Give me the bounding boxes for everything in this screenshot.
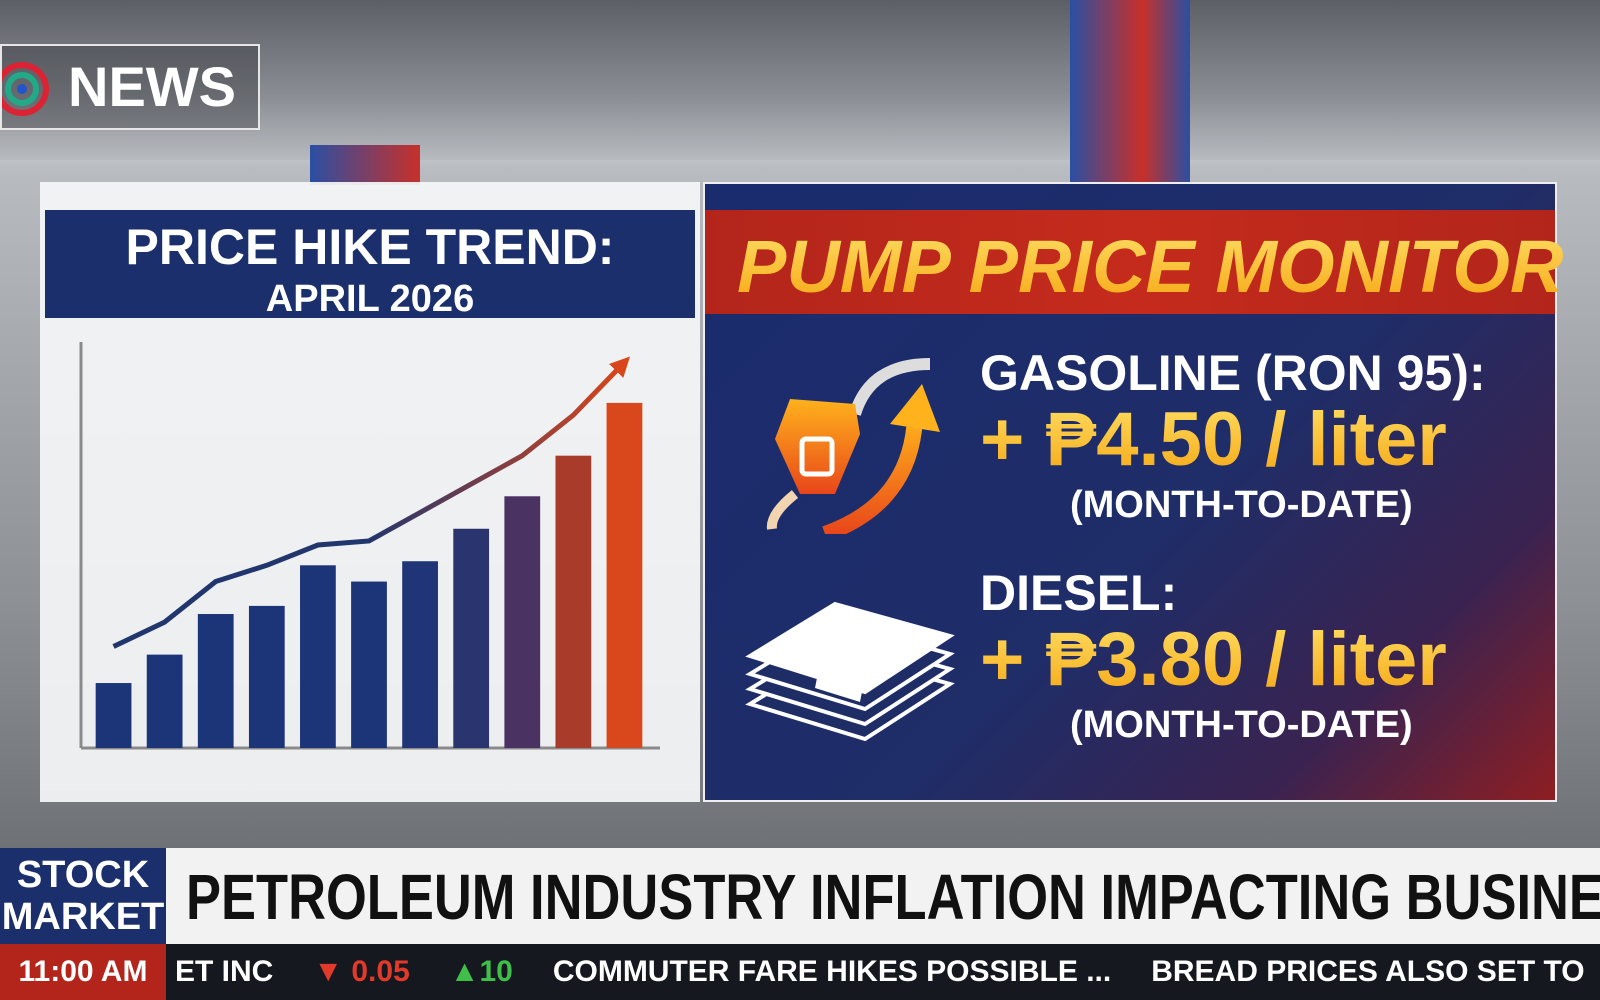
ticker-item: ET INC	[175, 955, 274, 988]
price-change: + ₱3.80 / liter	[980, 617, 1447, 702]
monitor-title: PUMP PRICE MONITOR	[737, 225, 1564, 308]
trend-panel: PRICE HIKE TREND: APRIL 2026	[40, 182, 700, 802]
bar	[248, 605, 285, 748]
bar	[402, 561, 438, 748]
price-change: + ₱4.50 / liter	[980, 397, 1447, 482]
bar	[146, 654, 183, 748]
pillar	[1070, 0, 1190, 182]
trend-header: PRICE HIKE TREND: APRIL 2026	[45, 210, 695, 320]
ticker-item: ▼ 0.05	[313, 955, 410, 988]
trend-chart	[79, 342, 660, 750]
logo-icon	[2, 62, 49, 116]
chart-title: PRICE HIKE TREND:	[125, 219, 615, 275]
fuel-label: GASOLINE (RON 95):	[980, 345, 1486, 401]
bar	[197, 614, 234, 748]
ticker-item: ▲10	[449, 955, 513, 988]
ticker-section: STOCK MARKET	[0, 848, 166, 944]
ticker-bar: 11:00 AM ET INC ▼ 0.05 ▲10 COMMUTER FARE HI…	[0, 944, 1600, 1000]
canopy	[0, 0, 1600, 160]
bar	[95, 683, 132, 748]
chart-subtitle: APRIL 2026	[265, 278, 475, 320]
bar	[504, 496, 541, 748]
bar	[351, 581, 387, 748]
bar	[300, 565, 336, 748]
period-note: (MONTH-TO-DATE)	[1070, 704, 1413, 746]
ticker-item: COMMUTER FARE HIKES POSSIBLE ...	[552, 955, 1112, 988]
bar	[555, 455, 592, 748]
trend-line	[112, 356, 631, 649]
bar	[453, 528, 490, 748]
period-note: (MONTH-TO-DATE)	[1070, 484, 1413, 526]
headline-bar: STOCK MARKET PETROLEUM INDUSTRY INFLATIO…	[0, 848, 1600, 944]
headline: PETROLEUM INDUSTRY INFLATION IMPACTING B…	[186, 861, 1600, 933]
monitor-header: PUMP PRICE MONITOR	[705, 210, 1563, 314]
fuel-icon	[766, 358, 940, 534]
logo-text: NEWS	[68, 55, 236, 118]
bar	[606, 402, 643, 748]
ticker-time: 11:00 AM	[0, 944, 166, 1000]
fuel-label: DIESEL:	[980, 565, 1178, 621]
monitor-panel: PUMP PRICE MONITOR GASOLINE (RON 95): + ₱…	[703, 182, 1563, 802]
pillar	[310, 145, 420, 185]
logo: NEWS	[0, 44, 260, 130]
money-icon	[745, 601, 955, 742]
ticker-item: BREAD PRICES ALSO SET TO	[1151, 955, 1585, 988]
